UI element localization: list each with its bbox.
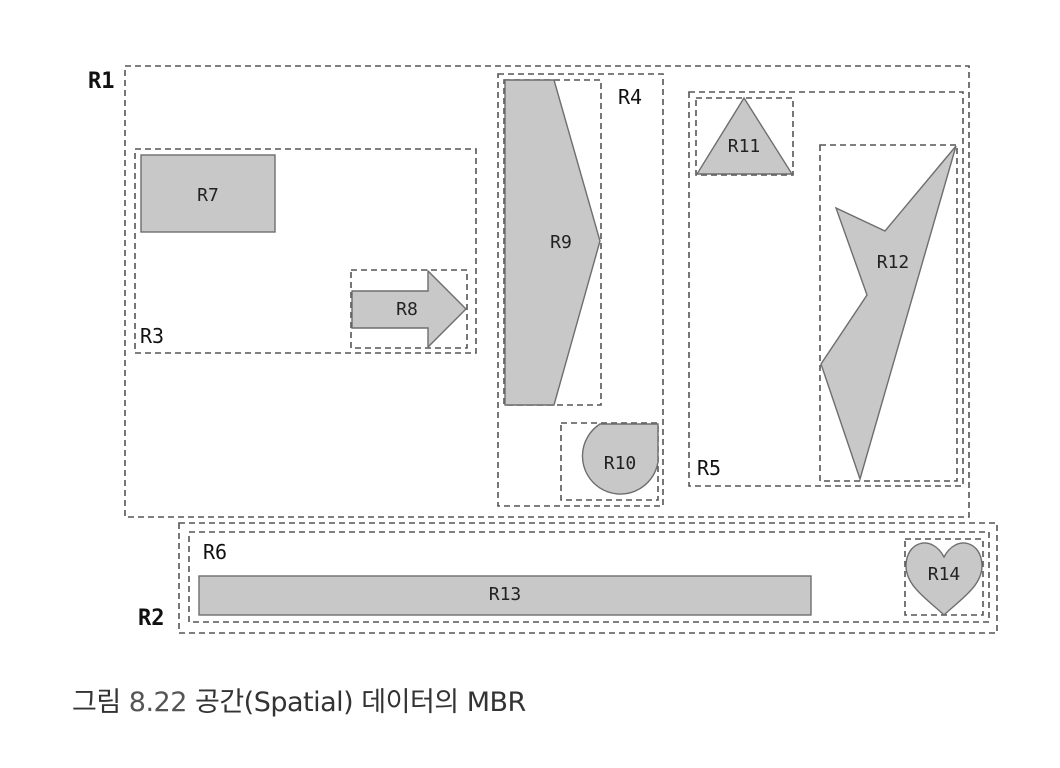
mbr-r11-box <box>695 97 794 176</box>
shape-r12 <box>820 145 957 482</box>
shape-r12-label: R12 <box>877 252 910 273</box>
shape-r10-label: R10 <box>604 453 637 474</box>
shape-r7 <box>140 154 276 233</box>
mbr-r1-label: R1 <box>88 69 115 94</box>
shape-r11-label: R11 <box>728 136 761 157</box>
caption-number: 8.22 <box>128 687 188 718</box>
mbr-r4-label: R4 <box>618 85 642 109</box>
shape-r14-heart <box>905 542 983 616</box>
mbr-r3-label: R3 <box>140 324 164 348</box>
mbr-r8-box <box>350 269 468 349</box>
shape-r8-label: R8 <box>396 299 418 320</box>
mbr-r6-label: R6 <box>203 540 227 564</box>
mbr-r6-box <box>188 531 990 623</box>
mbr-r2-box <box>178 522 998 634</box>
mbr-r2-label: R2 <box>138 606 165 631</box>
shape-r10 <box>581 423 659 495</box>
caption-text: 공간(Spatial) 데이터의 MBR <box>195 687 526 718</box>
figure-caption: 그림 8.22 공간(Spatial) 데이터의 MBR <box>72 680 526 719</box>
mbr-r4-box <box>497 73 664 507</box>
shape-r7-label: R7 <box>197 185 219 206</box>
shape-r11-triangle <box>695 96 794 175</box>
mbr-r1-box <box>124 65 970 518</box>
shape-r14-label: R14 <box>928 564 961 585</box>
shape-r13-label: R13 <box>489 584 522 605</box>
shape-r9 <box>504 79 601 406</box>
mbr-r12-box <box>819 144 958 482</box>
mbr-r5-label: R5 <box>697 456 721 480</box>
shape-r8-arrow <box>351 269 467 349</box>
shape-r9-label: R9 <box>550 232 572 253</box>
caption-prefix: 그림 <box>72 687 121 718</box>
mbr-r3-box <box>134 148 477 354</box>
mbr-r5-box <box>688 91 964 487</box>
shape-r13 <box>198 575 812 616</box>
